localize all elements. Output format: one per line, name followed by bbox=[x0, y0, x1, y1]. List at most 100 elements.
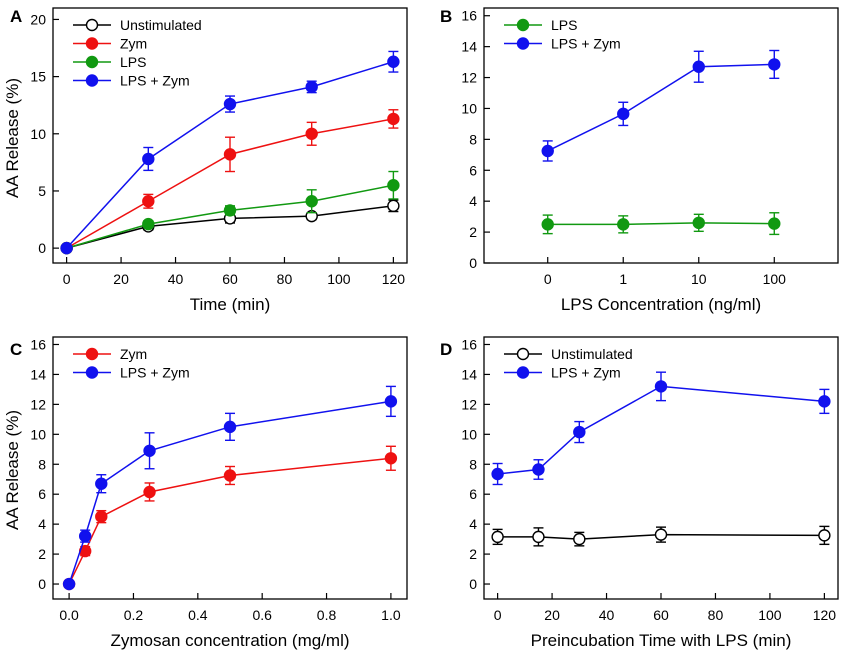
legend-marker bbox=[516, 18, 530, 32]
legend-label: Zym bbox=[120, 346, 147, 362]
data-point bbox=[768, 58, 781, 71]
y-tick-label: 6 bbox=[469, 486, 477, 502]
legend-label: LPS + Zym bbox=[120, 365, 190, 381]
data-point bbox=[223, 97, 237, 111]
y-axis-label: AA Release (%) bbox=[3, 78, 22, 198]
x-tick-label: 80 bbox=[708, 607, 724, 623]
series-line bbox=[547, 222, 775, 226]
y-tick-label: 10 bbox=[30, 426, 46, 442]
legend-label: LPS + Zym bbox=[551, 36, 621, 52]
x-tick-label: 60 bbox=[222, 271, 238, 287]
x-tick-label: 60 bbox=[653, 607, 669, 623]
legend-marker bbox=[85, 347, 99, 361]
data-point bbox=[384, 395, 398, 408]
x-tick-label: 0 bbox=[63, 271, 71, 287]
y-axis-label: AA Release (%) bbox=[3, 410, 22, 530]
x-tick-label: 80 bbox=[277, 271, 293, 287]
series-lps-zym bbox=[60, 50, 400, 255]
y-tick-label: 2 bbox=[38, 546, 46, 562]
x-tick-label: 40 bbox=[599, 607, 615, 623]
legend: LPS LPS + Zym bbox=[504, 17, 621, 52]
legend-marker bbox=[516, 366, 530, 379]
data-point bbox=[142, 217, 155, 231]
legend: Unstimulated LPS + Zym bbox=[504, 346, 633, 381]
series-lps-zym bbox=[541, 49, 781, 162]
y-tick-label: 14 bbox=[461, 39, 477, 55]
series-zym bbox=[62, 445, 398, 591]
data-point bbox=[223, 148, 237, 161]
legend: Unstimulated Zym LPS LPS + Zym bbox=[73, 17, 202, 89]
y-tick-label: 0 bbox=[38, 576, 46, 592]
y-tick-label: 14 bbox=[461, 366, 477, 382]
x-tick-label: 10 bbox=[691, 271, 707, 287]
data-point bbox=[143, 444, 156, 457]
y-tick-label: 8 bbox=[469, 456, 477, 472]
panel-c: C 0 2 4 6 8 10 12 14 16 0.0 0.2 0.4 0.6 0.8 1.0 Zymosan … bbox=[3, 336, 408, 650]
data-point bbox=[223, 420, 237, 434]
data-point bbox=[532, 463, 545, 476]
x-tick-label: 100 bbox=[763, 271, 787, 287]
y-tick-label: 6 bbox=[469, 162, 477, 178]
plot-frame bbox=[52, 336, 408, 600]
data-point bbox=[491, 467, 504, 481]
data-point bbox=[142, 152, 155, 166]
x-axis-label: Preincubation Time with LPS (min) bbox=[531, 631, 792, 650]
legend-label: LPS bbox=[120, 54, 146, 70]
panel-d: D 0 2 4 6 8 10 12 14 16 0 20 40 60 80 100 120 Preincubati… bbox=[440, 336, 839, 650]
x-tick-label: 0.4 bbox=[188, 607, 208, 623]
data-point bbox=[62, 577, 76, 591]
data-point bbox=[142, 195, 155, 208]
series-lps-zym bbox=[491, 371, 831, 486]
x-tick-label: 0 bbox=[494, 607, 502, 623]
y-tick-label: 6 bbox=[38, 486, 46, 502]
data-point bbox=[491, 530, 504, 544]
x-tick-label: 40 bbox=[168, 271, 184, 287]
data-point bbox=[541, 218, 554, 231]
legend-marker bbox=[85, 366, 99, 379]
y-tick-label: 14 bbox=[30, 366, 46, 382]
x-tick-label: 0 bbox=[544, 271, 552, 287]
legend-label: Unstimulated bbox=[120, 17, 202, 33]
data-point bbox=[387, 199, 400, 213]
x-axis-label: LPS Concentration (ng/ml) bbox=[561, 295, 761, 314]
data-point bbox=[305, 80, 318, 94]
legend: Zym LPS + Zym bbox=[73, 346, 190, 381]
y-tick-label: 16 bbox=[461, 336, 477, 352]
series-lps bbox=[541, 212, 781, 236]
data-point bbox=[541, 144, 554, 158]
data-point bbox=[768, 217, 781, 230]
y-tick-label: 2 bbox=[469, 224, 477, 240]
y-tick-label: 8 bbox=[38, 456, 46, 472]
data-point bbox=[78, 529, 92, 543]
legend-label: Zym bbox=[120, 36, 147, 52]
x-axis-label: Time (min) bbox=[190, 295, 271, 314]
legend-marker bbox=[85, 18, 99, 32]
data-point bbox=[692, 216, 705, 230]
legend-label: LPS bbox=[551, 17, 577, 33]
series-lps-zym bbox=[62, 385, 398, 591]
y-tick-label: 20 bbox=[30, 11, 46, 27]
y-tick-label: 0 bbox=[469, 255, 477, 271]
x-tick-label: 0.8 bbox=[317, 607, 337, 623]
y-tick-label: 0 bbox=[38, 240, 46, 256]
data-point bbox=[573, 425, 586, 439]
legend-label: LPS + Zym bbox=[551, 365, 621, 381]
legend-marker bbox=[85, 55, 99, 69]
data-point bbox=[95, 477, 108, 490]
data-point bbox=[818, 529, 831, 542]
y-tick-label: 12 bbox=[461, 70, 477, 86]
x-tick-label: 0.6 bbox=[252, 607, 272, 623]
legend-marker bbox=[516, 37, 530, 50]
y-tick-label: 10 bbox=[461, 426, 477, 442]
x-tick-label: 120 bbox=[382, 271, 406, 287]
legend-label: LPS + Zym bbox=[120, 73, 190, 89]
data-point bbox=[143, 485, 156, 499]
y-tick-label: 4 bbox=[38, 516, 46, 532]
data-point bbox=[60, 241, 73, 255]
x-tick-label: 120 bbox=[813, 607, 837, 623]
panel-letter: D bbox=[440, 340, 452, 359]
data-point bbox=[818, 395, 831, 408]
data-point bbox=[573, 532, 586, 546]
data-point bbox=[95, 510, 108, 523]
